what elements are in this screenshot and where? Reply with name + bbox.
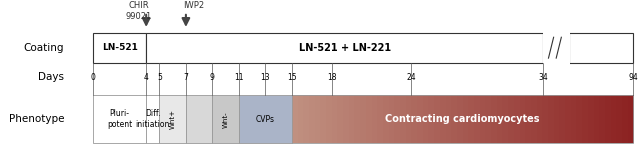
Bar <box>93 33 146 63</box>
Bar <box>605 95 611 143</box>
Bar <box>298 95 304 143</box>
Bar <box>599 95 606 143</box>
Bar <box>497 95 503 143</box>
Text: Wnt+: Wnt+ <box>170 109 176 129</box>
Bar <box>628 95 634 143</box>
Bar <box>559 95 566 143</box>
Text: 5: 5 <box>157 73 162 82</box>
Bar <box>525 95 532 143</box>
Text: 0: 0 <box>91 73 96 82</box>
Bar <box>400 95 406 143</box>
Bar <box>446 95 452 143</box>
Bar <box>394 95 401 143</box>
Text: 94: 94 <box>628 73 638 82</box>
Bar <box>212 95 239 143</box>
Text: 7: 7 <box>183 73 188 82</box>
Bar <box>428 95 435 143</box>
Bar <box>377 95 383 143</box>
Bar <box>616 95 622 143</box>
Text: 34: 34 <box>538 73 548 82</box>
Bar <box>491 95 498 143</box>
Bar <box>462 95 469 143</box>
Bar <box>451 95 458 143</box>
Bar <box>338 95 343 143</box>
Text: CHIR
99021: CHIR 99021 <box>125 1 152 21</box>
Bar <box>569 33 633 63</box>
Bar <box>434 95 440 143</box>
Text: Coating: Coating <box>24 43 64 53</box>
Text: Phenotype: Phenotype <box>9 114 64 124</box>
Bar <box>93 95 146 143</box>
Bar <box>314 95 321 143</box>
Bar <box>480 95 486 143</box>
Text: 4: 4 <box>144 73 149 82</box>
Bar <box>366 95 372 143</box>
Text: IWP2: IWP2 <box>183 1 204 10</box>
Text: 11: 11 <box>234 73 244 82</box>
Bar <box>611 95 617 143</box>
Bar <box>332 95 338 143</box>
Bar <box>303 95 309 143</box>
Bar <box>239 95 292 143</box>
Text: Days: Days <box>39 72 64 83</box>
Bar <box>593 95 600 143</box>
Bar <box>349 95 355 143</box>
Bar <box>474 95 480 143</box>
Bar <box>582 95 588 143</box>
Bar <box>372 95 378 143</box>
Text: 15: 15 <box>287 73 296 82</box>
Bar <box>292 95 298 143</box>
Text: Pluri-
potent: Pluri- potent <box>107 110 132 129</box>
Bar <box>159 95 186 143</box>
Bar <box>440 95 446 143</box>
Text: Diff.
initiation: Diff. initiation <box>136 110 170 129</box>
Bar <box>406 95 412 143</box>
Bar <box>186 95 212 143</box>
Bar <box>508 95 514 143</box>
Bar <box>383 95 389 143</box>
Bar <box>543 25 570 70</box>
Bar <box>422 95 429 143</box>
Bar <box>146 95 159 143</box>
Text: 18: 18 <box>327 73 336 82</box>
Bar <box>485 95 492 143</box>
Bar <box>292 95 633 143</box>
Bar <box>417 95 423 143</box>
Bar <box>388 95 395 143</box>
Text: Contracting cardiomyocytes: Contracting cardiomyocytes <box>385 114 540 124</box>
Bar <box>536 95 543 143</box>
Bar <box>520 95 526 143</box>
Bar <box>554 95 560 143</box>
Text: CVPs: CVPs <box>256 115 275 124</box>
Bar <box>576 95 583 143</box>
Bar <box>468 95 475 143</box>
Bar <box>343 95 349 143</box>
Bar <box>514 95 520 143</box>
Text: 13: 13 <box>260 73 270 82</box>
Bar <box>542 95 548 143</box>
Bar <box>146 33 543 63</box>
Bar <box>457 95 463 143</box>
Bar <box>565 95 572 143</box>
Bar <box>548 95 554 143</box>
Bar <box>326 95 332 143</box>
Bar <box>571 95 577 143</box>
Bar <box>622 95 628 143</box>
Bar <box>412 95 418 143</box>
Text: 24: 24 <box>406 73 416 82</box>
Bar <box>320 95 327 143</box>
Text: LN-521: LN-521 <box>102 43 138 52</box>
Bar <box>354 95 361 143</box>
Bar <box>502 95 509 143</box>
Text: Wnt-: Wnt- <box>222 111 229 128</box>
Bar <box>309 95 315 143</box>
Text: 9: 9 <box>210 73 215 82</box>
Bar <box>588 95 594 143</box>
Bar <box>531 95 538 143</box>
Bar <box>360 95 367 143</box>
Text: LN-521 + LN-221: LN-521 + LN-221 <box>299 43 391 53</box>
